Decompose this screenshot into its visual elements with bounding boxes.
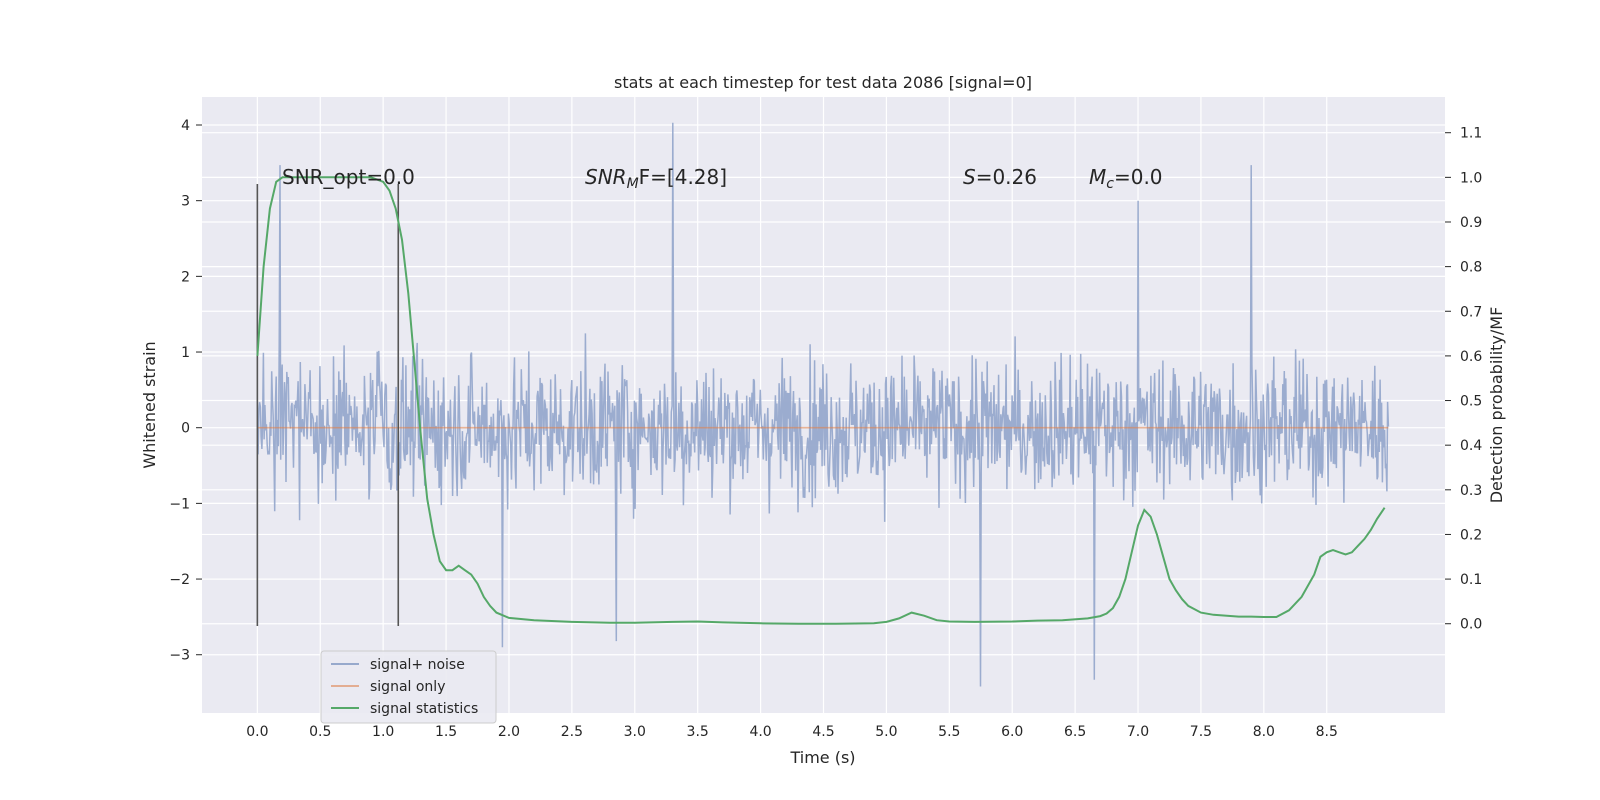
y-tick-label: 3	[181, 194, 190, 210]
y-tick-label: 2	[181, 269, 190, 285]
y2-tick-label: 0.1	[1460, 572, 1482, 588]
y2-tick-label: 0.3	[1460, 483, 1482, 499]
y2-tick-label: 1.1	[1460, 126, 1482, 142]
x-tick-label: 2.5	[561, 724, 583, 740]
x-tick-label: 6.0	[1001, 724, 1023, 740]
annotation-mc-value: =0.0	[1114, 165, 1163, 189]
x-tick-label: 2.0	[498, 724, 520, 740]
series-signal-statistics	[256, 176, 1386, 625]
annotation-snr-mf-rest: F=[4.28]	[639, 165, 727, 189]
chart-title: stats at each timestep for test data 208…	[614, 73, 1032, 92]
x-tick-label: 7.5	[1190, 724, 1212, 740]
annotation-s-value: =0.26	[976, 165, 1037, 189]
x-axis-label: Time (s)	[789, 748, 855, 767]
annotation-mc-sub: c	[1106, 176, 1114, 192]
x-tick-label: 5.5	[938, 724, 960, 740]
annotation-s: S=0.26	[963, 165, 1037, 189]
x-tick-label: 6.5	[1064, 724, 1086, 740]
x-tick-label: 1.0	[372, 724, 394, 740]
x-tick-label: 1.5	[435, 724, 457, 740]
annotation-snr-mf-sub: M	[627, 176, 639, 192]
y-tick-label: −3	[169, 648, 190, 664]
y-tick-label: 1	[181, 345, 190, 361]
x-tick-label: 0.5	[309, 724, 331, 740]
y-axis-label: Whitened strain	[140, 341, 159, 468]
y2-tick-label: 0.8	[1460, 260, 1482, 276]
y2-tick-label: 0.6	[1460, 349, 1482, 365]
y-tick-label: −2	[169, 572, 190, 588]
x-tick-label: 5.0	[875, 724, 897, 740]
y2-axis-label: Detection probability/MF	[1487, 307, 1506, 504]
y-tick-label: −1	[169, 496, 190, 512]
legend-label-signal-statistics: signal statistics	[370, 701, 478, 717]
annotation-mc-label: M	[1089, 165, 1106, 189]
x-tick-label: 0.0	[246, 724, 268, 740]
annotation-s-label: S	[963, 165, 976, 189]
legend-box	[320, 650, 497, 724]
y-tick-label: 0	[181, 421, 190, 437]
y2-tick-label: 1.0	[1460, 170, 1482, 186]
signal-noise-line	[256, 122, 1390, 687]
legend-label-signal-noise: signal+ noise	[370, 657, 465, 673]
annotation-snr-mf-base: SNR	[585, 165, 627, 189]
y2-tick-label: 0.2	[1460, 527, 1482, 543]
y2-tick-label: 0.4	[1460, 438, 1482, 454]
x-tick-label: 4.0	[749, 724, 771, 740]
y2-tick-label: 0.5	[1460, 394, 1482, 410]
y2-tick-label: 0.0	[1460, 617, 1482, 633]
legend-label-signal-only: signal only	[370, 679, 445, 695]
legend: signal+ noise signal only signal statist…	[320, 650, 497, 724]
annotation-snr-opt: SNR_opt=0.0	[282, 165, 415, 189]
axis-ticks: 0.0 0.5 1.0 1.5 2.0 2.5 3.0 3.5 4.0 4.5 5.0 5.5 6.0 6…	[169, 118, 1482, 740]
x-tick-label: 8.5	[1316, 724, 1338, 740]
annotation-snr-mf: SNRMF=[4.28]	[585, 165, 727, 192]
series-signal-noise	[256, 122, 1390, 687]
signal-statistics-line	[256, 176, 1386, 625]
y2-tick-label: 0.9	[1460, 215, 1482, 231]
x-tick-label: 7.0	[1127, 724, 1149, 740]
x-tick-label: 3.5	[687, 724, 709, 740]
y2-tick-label: 0.7	[1460, 304, 1482, 320]
x-tick-label: 3.0	[624, 724, 646, 740]
x-tick-label: 8.0	[1253, 724, 1275, 740]
annotation-mc: Mc=0.0	[1089, 165, 1163, 192]
y-tick-label: 4	[181, 118, 190, 134]
x-tick-label: 4.5	[812, 724, 834, 740]
vertical-markers	[256, 184, 400, 626]
